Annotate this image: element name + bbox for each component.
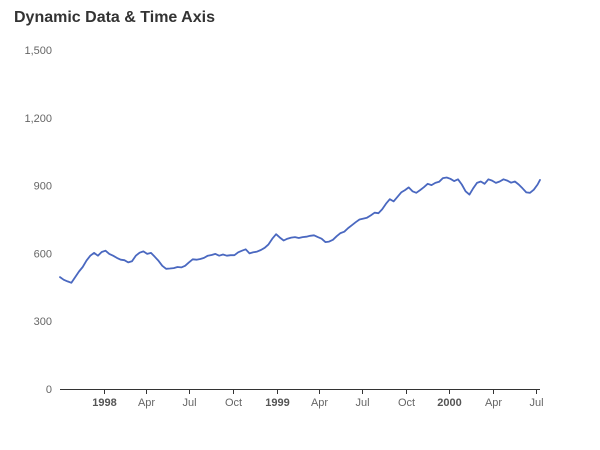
chart-title: Dynamic Data & Time Axis — [14, 9, 215, 26]
y-tick-label: 1,200 — [24, 113, 52, 125]
x-tick-label: Apr — [138, 397, 155, 409]
plot-area — [59, 176, 541, 284]
x-tick-label: 2000 — [437, 397, 461, 409]
x-tick-label: Apr — [311, 397, 328, 409]
y-tick-label: 900 — [34, 181, 52, 193]
x-tick-label: 1998 — [92, 397, 116, 409]
y-axis-labels: 0 300 600 900 1,200 1,500 — [24, 45, 52, 396]
x-tick-label: Jul — [182, 397, 196, 409]
x-tick-label: Jul — [529, 397, 543, 409]
x-axis: 1998 Apr Jul Oct 1999 Apr Jul Oct 2000 Apr Jul — [60, 389, 544, 409]
y-tick-label: 600 — [34, 248, 52, 260]
y-tick-label: 300 — [34, 316, 52, 328]
x-tick-label: Oct — [225, 397, 242, 409]
x-tick-label: Apr — [485, 397, 502, 409]
y-tick-label: 0 — [46, 384, 52, 396]
x-tick-label: Oct — [398, 397, 415, 409]
x-tick-label: 1999 — [265, 397, 289, 409]
y-tick-label: 1,500 — [24, 45, 52, 57]
series-line — [59, 176, 541, 284]
x-tick-label: Jul — [355, 397, 369, 409]
